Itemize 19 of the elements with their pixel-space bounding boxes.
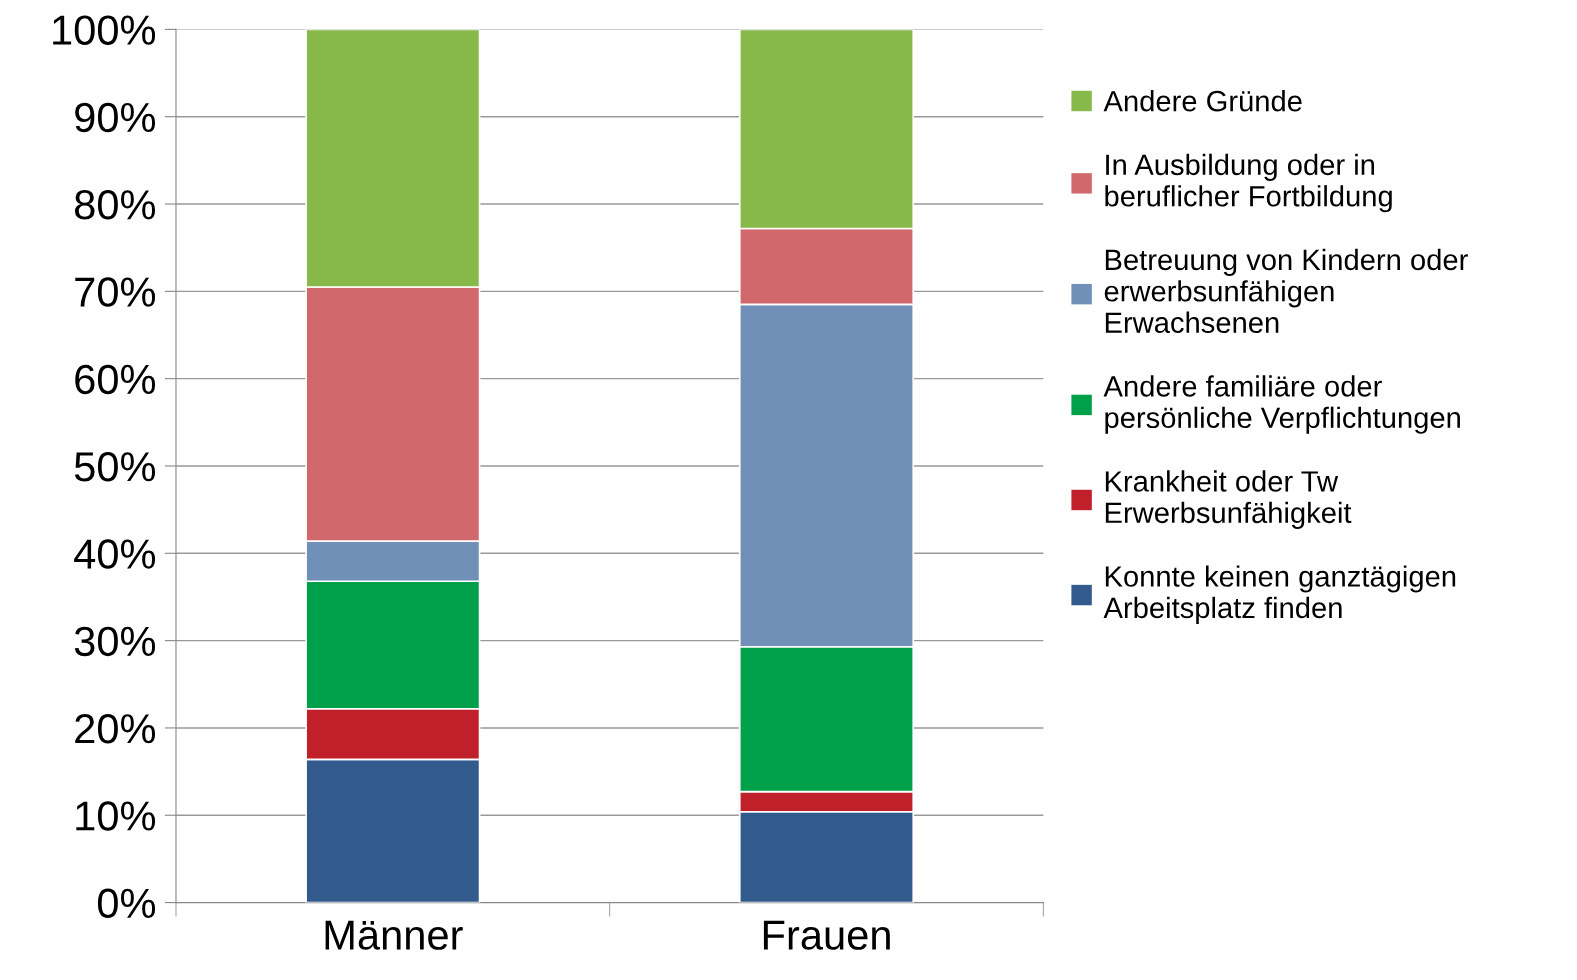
y-tick-label: 0% — [97, 888, 156, 919]
x-tick-label: Männer — [325, 920, 463, 950]
y-tick-label: 40% — [74, 539, 156, 569]
y-tick-label: 20% — [75, 713, 156, 744]
y-tick-label: 90% — [75, 102, 156, 133]
legend-label: Andere Gründe — [1103, 90, 1302, 112]
y-tick-label: 60% — [75, 364, 156, 395]
legend-label: Andere familiäre oder persönliche Verpflichtungen — [1103, 375, 1460, 434]
x-tick-label: Frauen — [763, 920, 890, 950]
y-tick-label: 80% — [74, 190, 156, 220]
legend-label: In Ausbildung oder in beruflicher Fortbildung — [1105, 153, 1392, 213]
y-tick-label: 30% — [74, 626, 156, 657]
y-tick-label: 50% — [74, 451, 156, 482]
y-tick-label: 70% — [75, 277, 156, 307]
legend-label: Konnte keinen ganztägigen Arbeitsplatz finden — [1103, 565, 1456, 624]
legend-label: Krankheit oder Tw Erwerbsunfähigkeit — [1105, 470, 1352, 529]
y-tick-label: 100% — [53, 15, 156, 45]
legend-label: Betreuung von Kindern oder erwerbsunfähigen Erwachsenen — [1104, 248, 1468, 334]
y-tick-label: 10% — [76, 801, 156, 831]
